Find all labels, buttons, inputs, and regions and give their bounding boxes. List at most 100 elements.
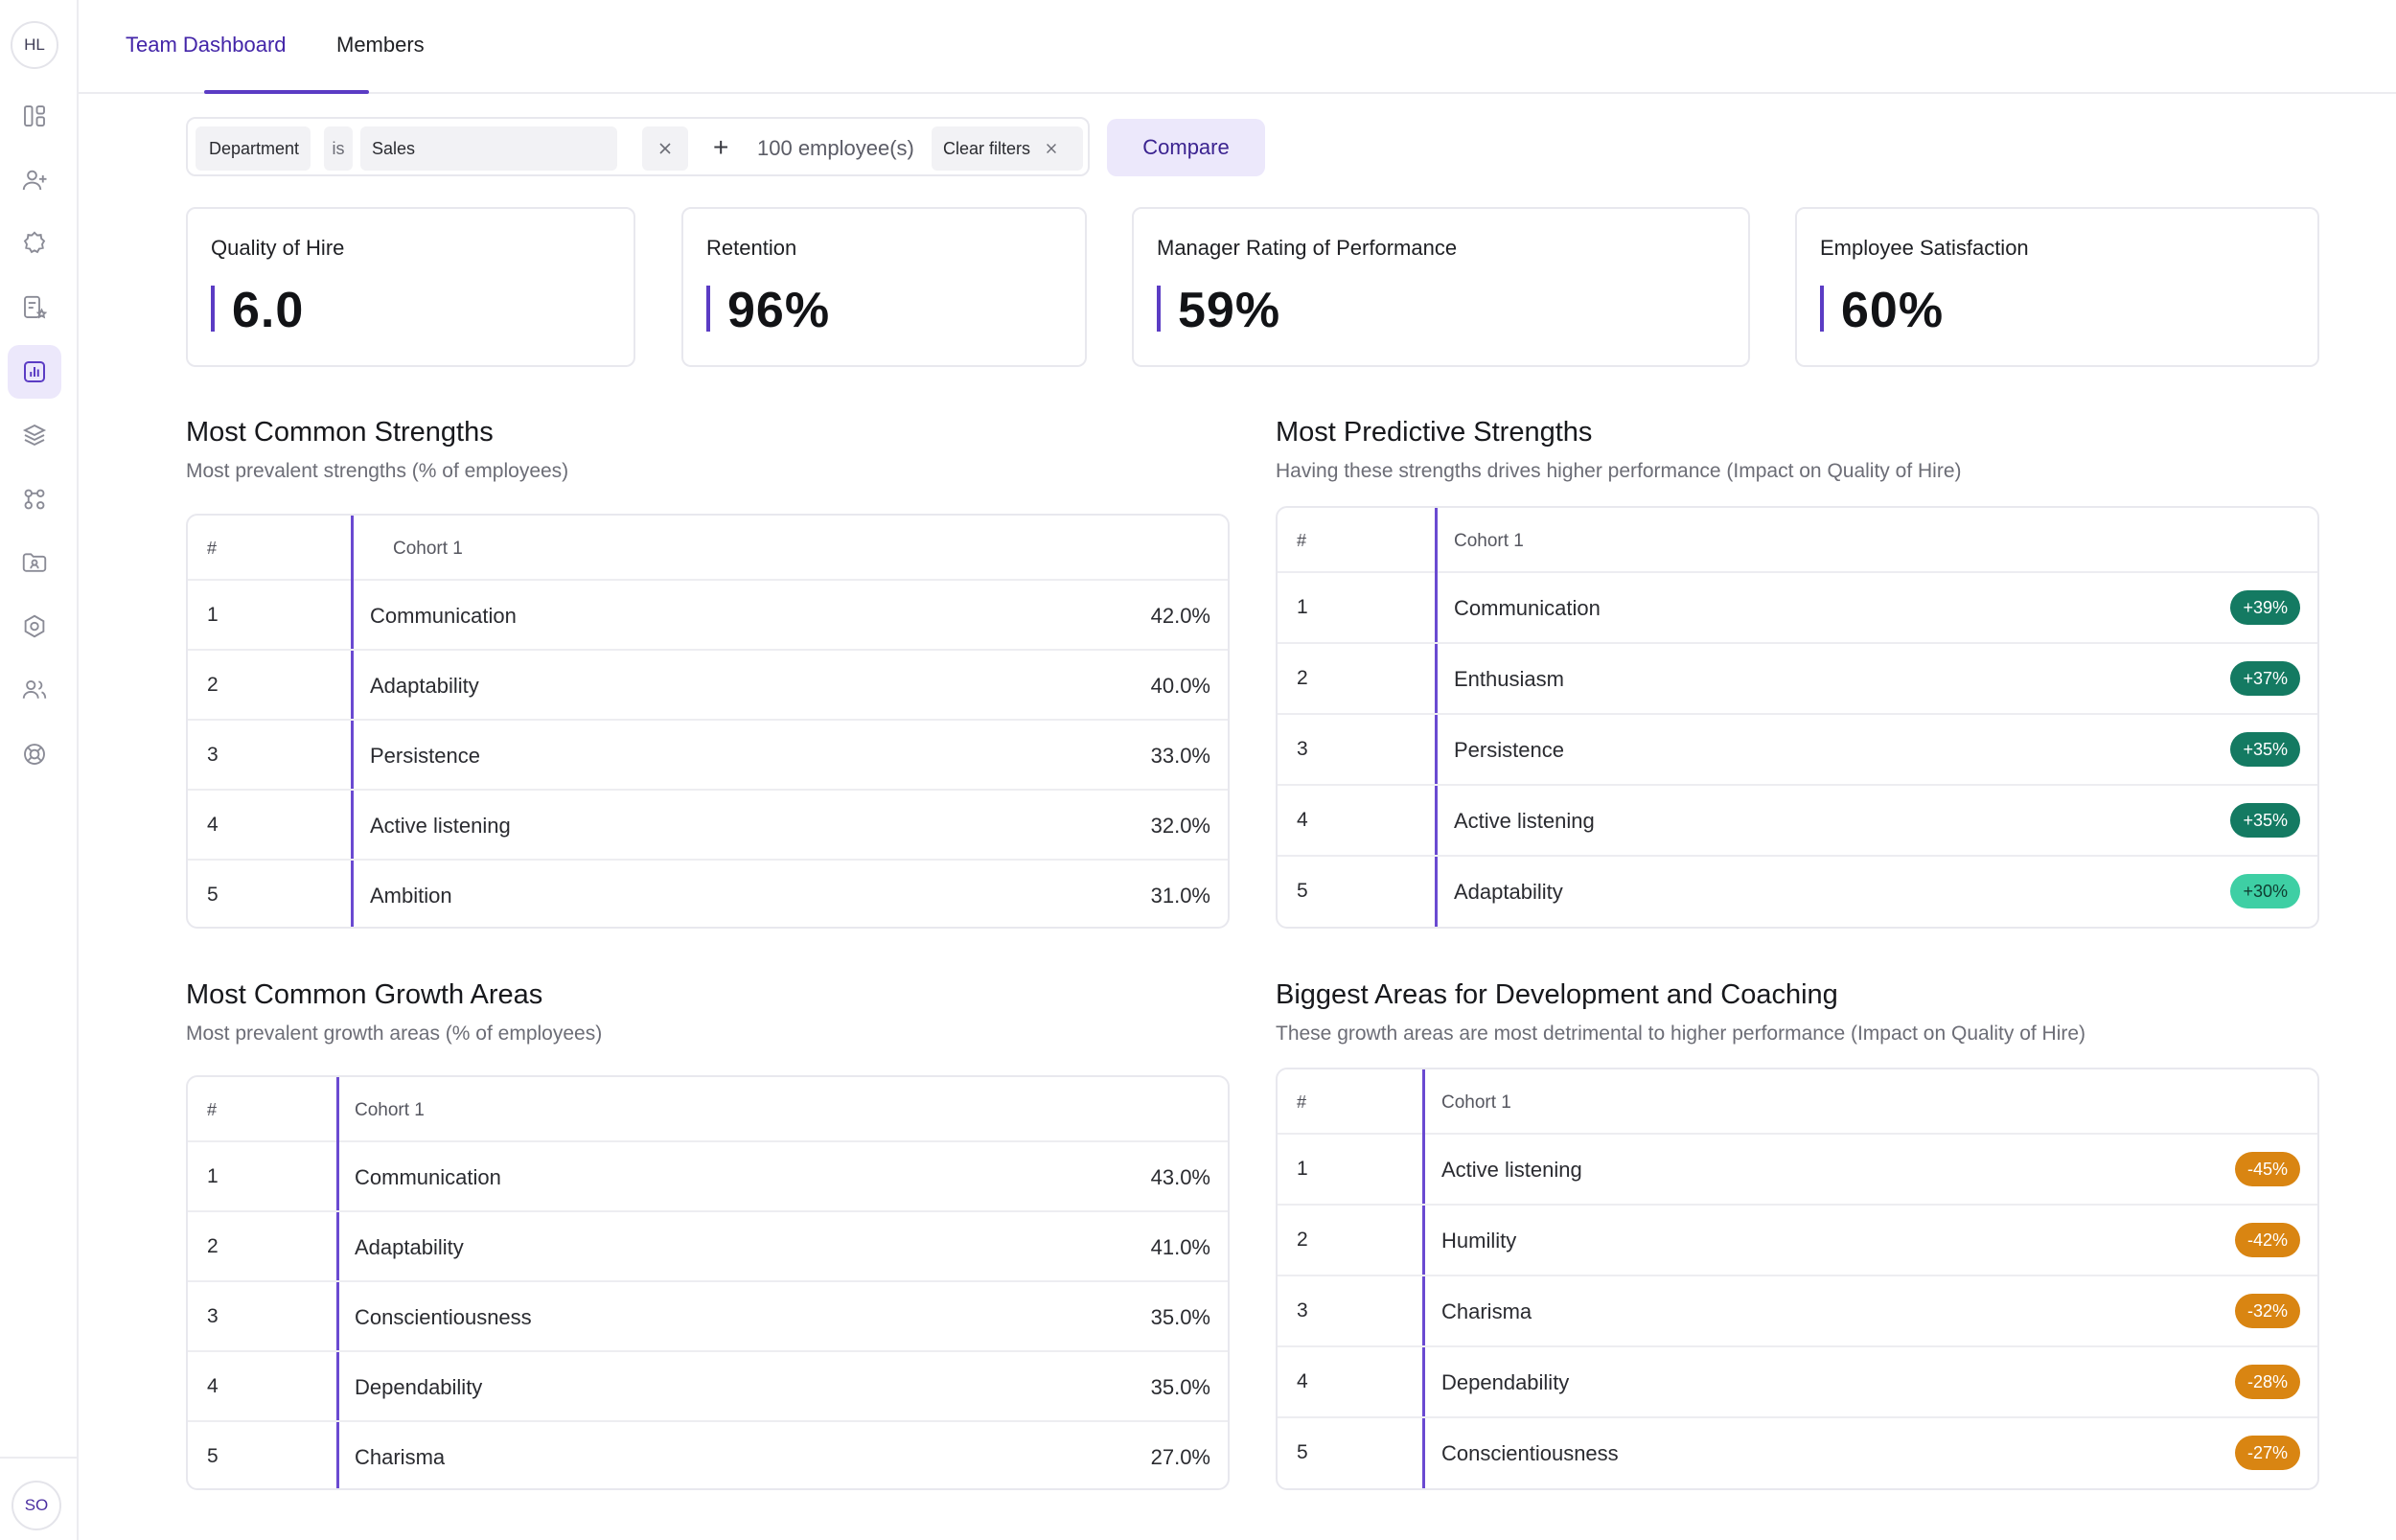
analytics-icon xyxy=(24,361,45,382)
kpi-label: Manager Rating of Performance xyxy=(1157,236,1458,260)
row-percentage: 35.0% xyxy=(1150,1375,1210,1399)
compare-button[interactable]: Compare xyxy=(1107,119,1265,176)
row-percentage: 27.0% xyxy=(1150,1445,1210,1469)
impact-badge: -27% xyxy=(2234,1436,2300,1470)
kpi-label: Employee Satisfaction xyxy=(1820,236,2029,260)
filter-operator[interactable]: is xyxy=(324,126,353,171)
nav-forms[interactable] xyxy=(8,281,61,334)
kpi-card-employee-satisfaction: Employee Satisfaction 60% xyxy=(1795,207,2319,367)
row-rank: 5 xyxy=(1297,880,1308,902)
table-row: 1 Communication 43.0% xyxy=(188,1142,1228,1212)
close-icon xyxy=(1047,144,1056,153)
filter-value[interactable]: Sales xyxy=(360,126,617,171)
column-header-rank: # xyxy=(1297,1092,1307,1112)
kpi-value: 96% xyxy=(727,283,831,338)
tab-members[interactable]: Members xyxy=(336,33,425,57)
lifebuoy-icon xyxy=(24,744,45,765)
nav-analytics[interactable] xyxy=(8,345,61,399)
team-icon xyxy=(22,679,47,699)
user-avatar[interactable]: SO xyxy=(12,1481,61,1530)
impact-badge: +30% xyxy=(2230,874,2300,908)
settings-hex-icon xyxy=(24,614,45,638)
impact-badge: +39% xyxy=(2230,590,2300,625)
row-strength: Adaptability xyxy=(1454,880,1563,904)
table-row: 3 Persistence +35% xyxy=(1278,715,2317,786)
row-rank: 2 xyxy=(1297,667,1308,689)
nav-add-member[interactable] xyxy=(8,153,61,207)
section-title-development: Biggest Areas for Development and Coachi… xyxy=(1276,979,1838,1010)
row-rank: 4 xyxy=(207,814,219,836)
row-rank: 3 xyxy=(207,744,219,766)
cohort-divider xyxy=(351,516,354,927)
filter-field[interactable]: Department xyxy=(196,126,311,171)
nav-team[interactable] xyxy=(8,663,61,717)
kpi-label: Quality of Hire xyxy=(211,236,345,260)
row-rank: 4 xyxy=(1297,809,1308,831)
row-percentage: 40.0% xyxy=(1150,674,1210,698)
table-row: 5 Charisma 27.0% xyxy=(188,1422,1228,1488)
table-row: 3 Persistence 33.0% xyxy=(188,721,1228,791)
section-subtitle-development: These growth areas are most detrimental … xyxy=(1276,1023,2086,1045)
column-header-rank: # xyxy=(207,1100,218,1119)
kpi-card-retention: Retention 96% xyxy=(681,207,1087,367)
table-row: 3 Charisma -32% xyxy=(1278,1276,2317,1347)
table-header: # Cohort 1 xyxy=(188,1077,1228,1142)
nav-dashboard[interactable] xyxy=(8,89,61,143)
row-growth-area: Adaptability xyxy=(355,1235,464,1259)
impact-badge: +35% xyxy=(2230,732,2300,767)
row-rank: 2 xyxy=(1297,1229,1308,1251)
kpi-value: 59% xyxy=(1178,283,1281,338)
column-header-cohort: Cohort 1 xyxy=(1441,1092,1511,1113)
kpi-value: 6.0 xyxy=(232,283,305,338)
nav-layers[interactable] xyxy=(8,408,61,462)
row-growth-area: Dependability xyxy=(355,1375,483,1399)
row-rank: 1 xyxy=(1297,1158,1308,1180)
row-strength: Communication xyxy=(370,604,517,628)
nav-folder-users[interactable] xyxy=(8,536,61,589)
add-filter-button[interactable]: + xyxy=(713,132,729,162)
tab-team-dashboard[interactable]: Team Dashboard xyxy=(126,33,287,57)
table-row: 5 Ambition 31.0% xyxy=(188,861,1228,927)
row-percentage: 42.0% xyxy=(1150,604,1210,628)
section-subtitle-common-growth: Most prevalent growth areas (% of employ… xyxy=(186,1023,603,1045)
kpi-accent-bar xyxy=(1820,286,1824,332)
row-rank: 3 xyxy=(207,1305,219,1327)
table-row: 2 Adaptability 40.0% xyxy=(188,651,1228,721)
row-growth-area: Charisma xyxy=(355,1445,446,1469)
table-row: 3 Conscientiousness 35.0% xyxy=(188,1282,1228,1352)
add-user-icon xyxy=(22,170,47,191)
row-percentage: 33.0% xyxy=(1150,744,1210,768)
nav-support[interactable] xyxy=(8,727,61,781)
sidebar-divider xyxy=(0,1457,77,1459)
impact-badge: -42% xyxy=(2234,1223,2300,1257)
impact-badge: -45% xyxy=(2234,1152,2300,1186)
row-rank: 2 xyxy=(207,1235,219,1257)
row-growth-area: Active listening xyxy=(1441,1158,1582,1182)
row-rank: 5 xyxy=(207,884,219,906)
row-rank: 4 xyxy=(207,1375,219,1397)
table-header: # Cohort 1 xyxy=(1278,508,2317,573)
nav-badges[interactable] xyxy=(8,217,61,270)
org-avatar[interactable]: HL xyxy=(11,21,58,69)
impact-badge: +37% xyxy=(2230,661,2300,696)
impact-badge: -28% xyxy=(2234,1365,2300,1399)
nav-settings[interactable] xyxy=(8,600,61,654)
column-header-cohort: Cohort 1 xyxy=(393,539,463,559)
row-rank: 3 xyxy=(1297,738,1308,760)
folder-user-icon xyxy=(22,553,47,572)
kpi-accent-bar xyxy=(706,286,710,332)
table-common-growth: # Cohort 1 1 Communication 43.0% 2 Adaptabi… xyxy=(186,1075,1230,1490)
remove-filter-button[interactable] xyxy=(642,126,688,171)
section-title-common-growth: Most Common Growth Areas xyxy=(186,979,543,1010)
row-strength: Active listening xyxy=(1454,809,1595,833)
nav-apps[interactable] xyxy=(8,472,61,526)
row-percentage: 41.0% xyxy=(1150,1235,1210,1259)
clear-filters-label: Clear filters xyxy=(943,138,1031,158)
close-icon xyxy=(659,143,671,154)
row-strength: Persistence xyxy=(1454,738,1564,762)
clear-filters-button[interactable]: Clear filters xyxy=(932,126,1083,171)
table-row: 5 Conscientiousness -27% xyxy=(1278,1418,2317,1488)
table-row: 2 Adaptability 41.0% xyxy=(188,1212,1228,1282)
row-rank: 2 xyxy=(207,674,219,696)
table-development: # Cohort 1 1 Active listening -45% 2 Humili… xyxy=(1276,1068,2319,1490)
